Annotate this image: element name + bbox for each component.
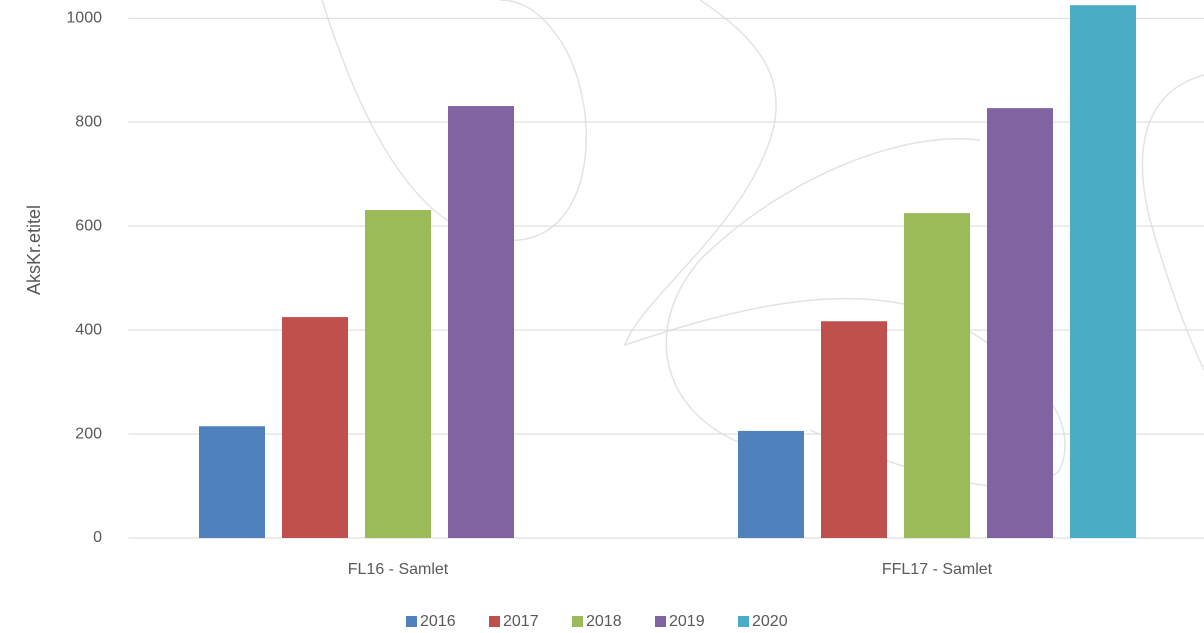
legend-label: 2020	[752, 613, 788, 630]
bar	[365, 210, 431, 538]
y-tick-label: 800	[75, 113, 102, 130]
bar	[199, 426, 265, 538]
legend-swatch	[572, 616, 583, 627]
bar	[987, 108, 1053, 538]
x-tick-label: FL16 - Samlet	[348, 561, 449, 578]
bar	[904, 213, 970, 538]
legend-swatch	[406, 616, 417, 627]
bar	[738, 431, 804, 538]
y-tick-label: 200	[75, 425, 102, 442]
bar	[821, 321, 887, 538]
legend-label: 2019	[669, 613, 705, 630]
y-tick-label: 600	[75, 217, 102, 234]
bar	[1070, 5, 1136, 538]
legend-swatch	[655, 616, 666, 627]
legend-label: 2016	[420, 613, 456, 630]
legend-label: 2017	[503, 613, 539, 630]
y-tick-label: 1000	[66, 9, 102, 26]
decoration	[1142, 75, 1204, 370]
chart: AksKr.etitel 0 200 400 600 800 1000 FL16 - Sam…	[0, 0, 1204, 633]
legend-label: 2018	[586, 613, 622, 630]
legend-swatch	[738, 616, 749, 627]
y-tick-label: 400	[75, 321, 102, 338]
y-axis-title: AksKr.etitel	[24, 205, 44, 295]
legend-swatch	[489, 616, 500, 627]
bar	[448, 106, 514, 538]
bar	[282, 317, 348, 538]
y-tick-label: 0	[93, 529, 102, 546]
x-tick-label: FFL17 - Samlet	[882, 561, 993, 578]
